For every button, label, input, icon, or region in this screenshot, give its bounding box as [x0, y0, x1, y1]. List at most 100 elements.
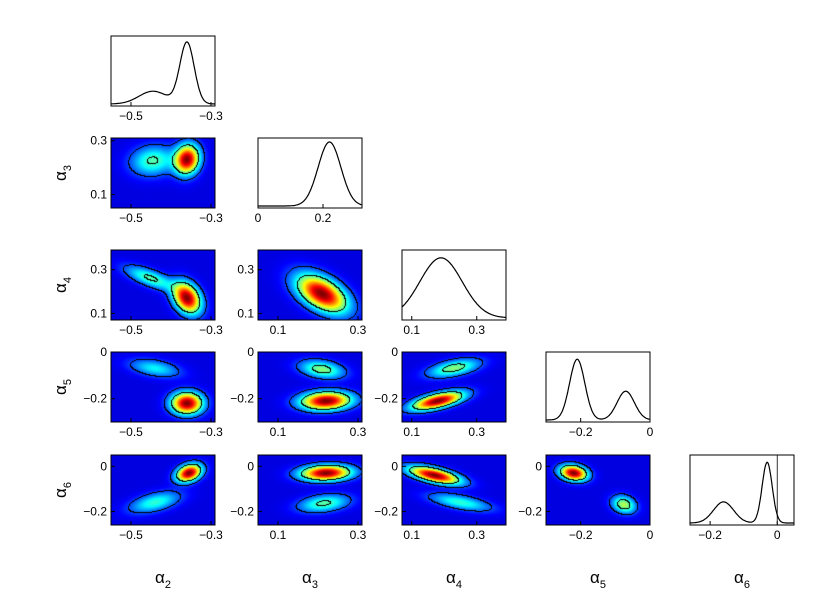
panel-frame [257, 454, 363, 526]
marginal-density-curve [690, 461, 794, 524]
joint-panel-α2-α6: −0.5 −0.3 −0.2 0 [83, 454, 223, 542]
marginal-panel-α4: 0.1 0.3 [401, 249, 507, 337]
x-tick-label: 0.1 [270, 323, 287, 337]
marginal-panel-α6: −0.2 0 [689, 454, 795, 542]
density-heatmap [258, 352, 362, 422]
density-heatmap [402, 352, 506, 422]
y-tick-label: 0 [247, 345, 254, 359]
joint-panel-α3-α6: 0.1 0.3 −0.2 0 [230, 454, 367, 542]
x-tick-label: 0.3 [350, 528, 367, 542]
x-tick-label: 0.1 [270, 528, 287, 542]
y-tick-label: 0.1 [90, 306, 107, 320]
x-tick-label: −0.2 [569, 528, 593, 542]
density-heatmap [111, 455, 215, 525]
panel-frame [110, 351, 216, 423]
marginal-panel-α2: −0.5 −0.3 [110, 35, 223, 123]
y-tick-label: 0 [100, 459, 107, 473]
panel-frame [401, 351, 507, 423]
x-tick-label: −0.2 [698, 528, 722, 542]
marginal-density-curve [401, 257, 507, 319]
x-tick-label: −0.3 [199, 109, 223, 123]
panel-frame [401, 249, 507, 321]
x-tick-label: 0.1 [403, 528, 420, 542]
axis-label-α5: α5 [51, 379, 74, 395]
y-tick-label: 0 [535, 459, 542, 473]
x-tick-label: −0.3 [199, 323, 223, 337]
axis-label-α3: α3 [302, 568, 318, 591]
x-tick-label: −0.3 [199, 425, 223, 439]
density-heatmap [402, 455, 506, 525]
panel-frame [401, 454, 507, 526]
panel-frame [689, 454, 795, 526]
panel-frame [545, 454, 651, 526]
x-tick-label: −0.5 [119, 109, 143, 123]
y-tick-label: 0.1 [237, 306, 254, 320]
joint-panel-α3-α4: 0.1 0.3 0.1 0.3 [237, 249, 367, 337]
joint-panel-α2-α5: −0.5 −0.3 −0.2 0 [83, 345, 223, 439]
density-heatmap [111, 250, 215, 320]
axis-label-α6: α6 [51, 482, 74, 498]
axis-label-α4: α4 [51, 277, 74, 293]
y-tick-label: 0.1 [90, 188, 107, 202]
axis-label-α4: α4 [446, 568, 462, 591]
x-tick-label: −0.2 [569, 425, 593, 439]
x-tick-label: −0.3 [199, 211, 223, 225]
joint-panel-α4-α6: 0.1 0.3 −0.2 0 [374, 454, 507, 542]
x-tick-label: −0.5 [119, 425, 143, 439]
y-tick-label: −0.2 [230, 504, 254, 518]
x-tick-label: 0.3 [468, 528, 485, 542]
x-tick-label: 0 [647, 528, 654, 542]
density-heatmap [111, 138, 215, 208]
joint-panel-α2-α3: −0.5 −0.3 0.1 0.3 [90, 134, 223, 225]
x-tick-label: 0.1 [270, 425, 287, 439]
y-tick-label: −0.2 [230, 392, 254, 406]
y-tick-label: 0 [100, 345, 107, 359]
panel-frame [257, 351, 363, 423]
joint-panel-α5-α6: −0.2 0 −0.2 0 [518, 454, 654, 542]
axis-label-α6: α6 [734, 568, 750, 591]
y-tick-label: −0.2 [83, 504, 107, 518]
y-tick-label: 0 [247, 459, 254, 473]
panel-frame [257, 137, 363, 209]
axis-label-α2: α2 [155, 568, 171, 591]
joint-panel-α2-α4: −0.5 −0.3 0.1 0.3 [90, 249, 223, 337]
panel-frame [110, 249, 216, 321]
density-heatmap [111, 352, 215, 422]
y-tick-label: 0 [391, 459, 398, 473]
panel-frame [110, 35, 216, 107]
marginal-density-curve [258, 141, 363, 207]
density-heatmap [258, 455, 362, 525]
panel-frame [257, 249, 363, 321]
x-tick-label: 0.3 [468, 323, 485, 337]
x-tick-label: −0.5 [119, 528, 143, 542]
x-tick-label: 0.1 [403, 425, 420, 439]
x-tick-label: 0.1 [403, 323, 420, 337]
x-tick-label: −0.3 [199, 528, 223, 542]
x-tick-label: 0 [774, 528, 781, 542]
x-tick-label: 0.3 [350, 425, 367, 439]
joint-panel-α3-α5: 0.1 0.3 −0.2 0 [230, 345, 366, 439]
y-tick-label: 0 [391, 345, 398, 359]
axis-label-α3: α3 [51, 165, 74, 181]
density-heatmap [546, 455, 650, 525]
y-tick-label: −0.2 [83, 392, 107, 406]
axis-label-α5: α5 [590, 568, 606, 591]
x-tick-label: −0.5 [119, 211, 143, 225]
marginal-density-curve [546, 358, 651, 421]
y-tick-label: −0.2 [518, 504, 542, 518]
y-tick-label: 0.3 [237, 263, 254, 277]
marginal-density-curve [110, 41, 216, 105]
panel-frame [110, 454, 216, 526]
y-tick-label: 0.3 [90, 263, 107, 277]
joint-panel-α4-α5: 0.1 0.3 −0.2 0 [374, 345, 507, 439]
x-tick-label: −0.5 [119, 323, 143, 337]
panel-frame [110, 137, 216, 209]
x-tick-label: 0.3 [350, 323, 367, 337]
x-tick-label: 0 [647, 425, 654, 439]
x-tick-label: 0.3 [468, 425, 485, 439]
marginal-panel-α3: 0 0.2 [255, 137, 363, 225]
y-tick-label: −0.2 [374, 392, 398, 406]
y-tick-label: −0.2 [374, 504, 398, 518]
x-tick-label: 0.2 [315, 211, 332, 225]
